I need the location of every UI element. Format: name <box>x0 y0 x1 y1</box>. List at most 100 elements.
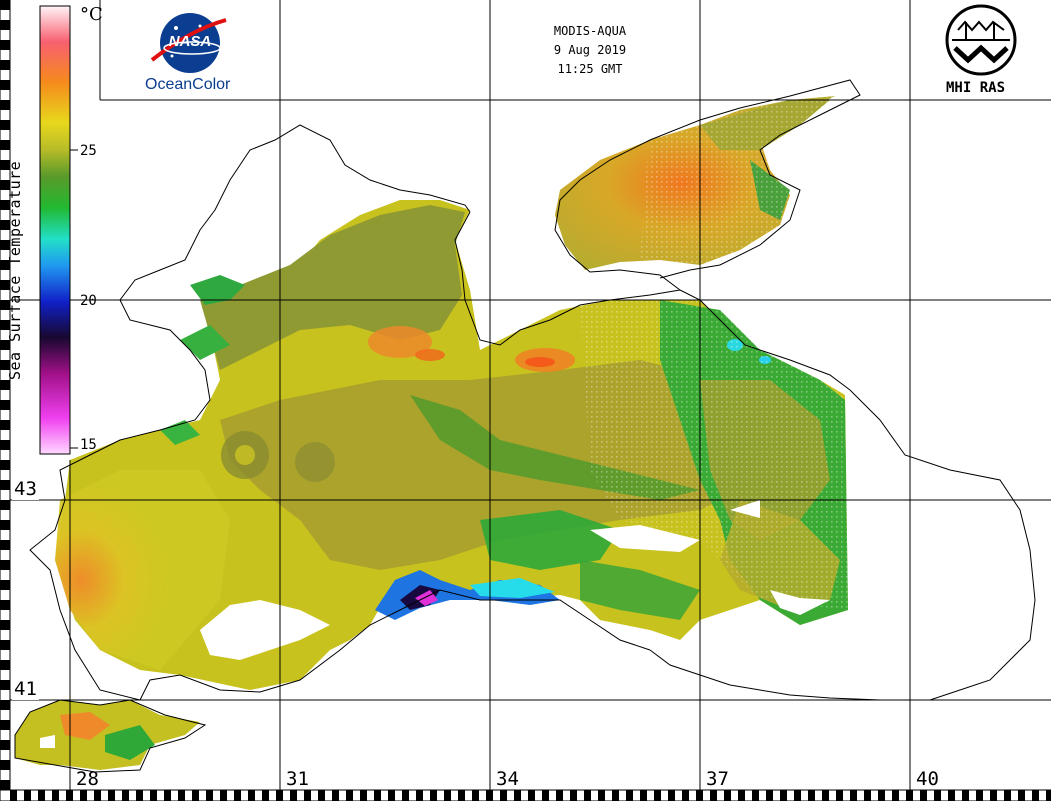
sea-of-marmara <box>15 700 200 770</box>
scale-tick <box>304 790 311 801</box>
scale-tick <box>374 790 381 801</box>
scale-tick <box>0 40 10 50</box>
scale-tick <box>766 790 773 801</box>
scale-tick <box>0 780 10 790</box>
scale-tick <box>0 60 10 70</box>
acquisition-time: 11:25 GMT <box>557 62 623 76</box>
scale-tick <box>220 790 227 801</box>
scale-tick <box>850 790 857 801</box>
scale-tick <box>920 790 927 801</box>
scale-tick <box>94 790 101 801</box>
sea-of-azov <box>555 96 835 270</box>
scale-tick <box>318 790 325 801</box>
scale-tick <box>0 320 10 330</box>
oceancolor-caption: OceanColor <box>145 76 231 93</box>
scale-tick <box>0 140 10 150</box>
scale-tick <box>0 520 10 530</box>
scale-tick <box>444 790 451 801</box>
scale-tick <box>710 790 717 801</box>
scale-tick <box>262 790 269 801</box>
latitude-label-43: 43 <box>12 478 39 500</box>
nasa-logo <box>150 13 227 73</box>
scale-tick <box>934 790 941 801</box>
scale-tick <box>948 790 955 801</box>
scale-tick <box>570 790 577 801</box>
scale-tick <box>24 790 31 801</box>
scale-tick <box>0 560 10 570</box>
mhi-ras-caption: MHI RAS <box>946 80 1006 96</box>
scale-tick <box>696 790 703 801</box>
scale-tick <box>0 540 10 550</box>
scale-tick <box>584 790 591 801</box>
scale-tick <box>0 180 10 190</box>
scale-tick <box>556 790 563 801</box>
scale-tick <box>1018 790 1025 801</box>
colorbar-tick-25: 25 <box>80 143 97 159</box>
scale-tick <box>0 680 10 690</box>
scale-tick <box>962 790 969 801</box>
scale-tick <box>668 790 675 801</box>
scale-tick <box>808 790 815 801</box>
scale-tick <box>52 790 59 801</box>
scale-tick <box>1004 790 1011 801</box>
scale-tick <box>0 460 10 470</box>
scale-tick <box>1032 790 1039 801</box>
scale-tick <box>0 380 10 390</box>
scale-tick <box>360 790 367 801</box>
scale-tick <box>136 790 143 801</box>
scale-tick <box>0 0 10 10</box>
scale-tick <box>66 790 73 801</box>
scale-tick <box>0 420 10 430</box>
scale-tick <box>0 280 10 290</box>
scale-tick <box>0 500 10 510</box>
scale-tick <box>430 790 437 801</box>
longitude-label-40: 40 <box>916 768 939 790</box>
colorbar-ramp <box>39 5 71 455</box>
colorbar-unit: °C <box>80 4 103 25</box>
coastline <box>14 79 1036 773</box>
sensor-name: MODIS-AQUA <box>553 24 627 38</box>
scale-tick <box>738 790 745 801</box>
colorbar <box>39 5 78 455</box>
scale-tick <box>822 790 829 801</box>
scale-tick <box>0 580 10 590</box>
scale-tick <box>346 790 353 801</box>
scale-tick <box>0 480 10 490</box>
scale-tick <box>206 790 213 801</box>
colorbar-tick-15: 15 <box>80 437 97 453</box>
scale-tick <box>472 790 479 801</box>
scale-tick <box>0 440 10 450</box>
scale-tick <box>0 400 10 410</box>
scale-tick <box>626 790 633 801</box>
scale-tick <box>38 790 45 801</box>
scale-tick <box>0 160 10 170</box>
scale-tick <box>514 790 521 801</box>
scale-tick <box>178 790 185 801</box>
scale-tick <box>990 790 997 801</box>
longitude-label-37: 37 <box>706 768 729 790</box>
sst-field <box>55 200 848 690</box>
scale-tick <box>80 790 87 801</box>
scale-tick <box>164 790 171 801</box>
scale-tick <box>682 790 689 801</box>
scale-tick <box>108 790 115 801</box>
scale-tick <box>500 790 507 801</box>
scale-tick <box>0 20 10 30</box>
scale-tick <box>612 790 619 801</box>
scale-tick <box>0 100 10 110</box>
nasa-logo-text: NASA <box>168 33 212 50</box>
scale-tick <box>458 790 465 801</box>
scale-tick <box>0 120 10 130</box>
scale-tick <box>0 340 10 350</box>
longitude-label-34: 34 <box>496 768 519 790</box>
scale-tick <box>0 80 10 90</box>
scale-tick <box>640 790 647 801</box>
scale-tick <box>276 790 283 801</box>
scale-tick <box>0 700 10 710</box>
mhi-ras-logo <box>945 4 1017 76</box>
scale-tick <box>290 790 297 801</box>
latitude-label-41: 41 <box>12 678 39 700</box>
scale-tick <box>332 790 339 801</box>
